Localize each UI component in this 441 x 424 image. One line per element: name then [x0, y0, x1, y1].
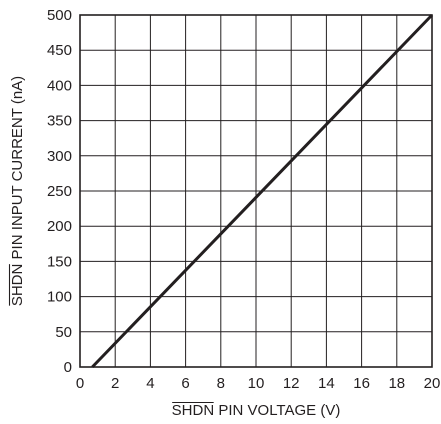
- y-tick-label-10: 500: [47, 7, 72, 24]
- y-axis-label-overlined: SHDN: [9, 264, 26, 307]
- x-tick-label-1: 2: [111, 375, 119, 392]
- x-axis-label-rest: PIN VOLTAGE (V): [214, 402, 340, 419]
- y-tick-label-4: 200: [47, 218, 72, 235]
- x-tick-label-10: 20: [424, 375, 441, 392]
- x-tick-label-2: 4: [146, 375, 154, 392]
- x-axis-label: SHDN PIN VOLTAGE (V): [172, 401, 341, 419]
- series-group: [91, 13, 434, 369]
- x-tick-label-0: 0: [76, 375, 84, 392]
- plot-frame: [79, 14, 433, 368]
- y-tick-label-5: 250: [47, 183, 72, 200]
- y-tick-label-0: 0: [64, 359, 72, 376]
- x-tick-labels: 0 2 4 6 8 10 12 14 16 18 20: [76, 375, 441, 392]
- x-axis-label-overlined: SHDN: [172, 402, 215, 419]
- series-line-0: [91, 13, 434, 369]
- y-tick-label-3: 150: [47, 253, 72, 270]
- x-tick-label-3: 6: [181, 375, 189, 392]
- x-tick-label-4: 8: [217, 375, 225, 392]
- y-tick-labels: 0 50 100 150 200 250 300 350 400 450 500: [47, 7, 72, 376]
- x-tick-label-9: 18: [388, 375, 405, 392]
- y-tick-label-1: 50: [55, 324, 72, 341]
- x-tick-label-7: 14: [318, 375, 335, 392]
- y-tick-label-7: 350: [47, 113, 72, 130]
- y-axis-label-rest: PIN INPUT CURRENT (nA): [9, 76, 26, 264]
- x-tick-label-8: 16: [353, 375, 370, 392]
- y-axis-label: SHDN PIN INPUT CURRENT (nA): [8, 76, 26, 306]
- y-tick-label-8: 400: [47, 77, 72, 94]
- y-tick-label-2: 100: [47, 289, 72, 306]
- y-tick-label-9: 450: [47, 42, 72, 59]
- svg-text:SHDN PIN VOLTAGE (V): SHDN PIN VOLTAGE (V): [172, 402, 341, 419]
- x-tick-label-5: 10: [248, 375, 265, 392]
- y-tick-label-6: 300: [47, 148, 72, 165]
- svg-text:SHDN PIN INPUT CURRENT (nA): SHDN PIN INPUT CURRENT (nA): [9, 76, 26, 306]
- x-tick-label-6: 12: [283, 375, 300, 392]
